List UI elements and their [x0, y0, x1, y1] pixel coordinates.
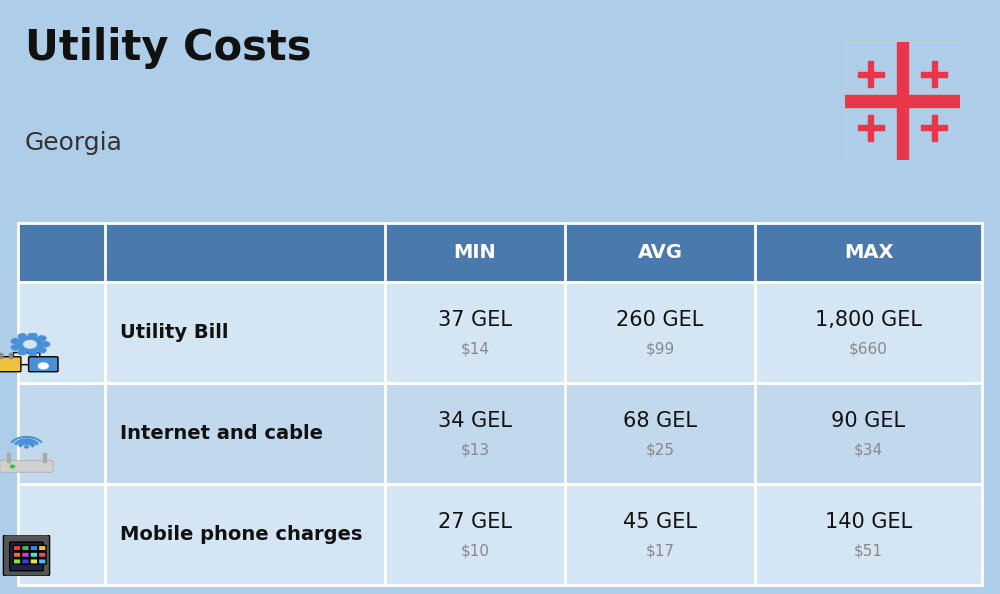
Text: AVG: AVG	[637, 243, 682, 262]
FancyBboxPatch shape	[38, 559, 46, 564]
Bar	[858, 125, 884, 131]
Circle shape	[10, 465, 15, 467]
Text: $51: $51	[854, 544, 883, 559]
Text: $13: $13	[460, 443, 490, 458]
Circle shape	[24, 340, 36, 348]
Text: $99: $99	[645, 342, 675, 357]
Text: $10: $10	[460, 544, 490, 559]
Text: MAX: MAX	[844, 243, 893, 262]
Text: MIN: MIN	[454, 243, 496, 262]
Bar	[845, 95, 960, 107]
Bar	[0, 353, 2, 358]
Bar	[921, 125, 947, 131]
FancyBboxPatch shape	[30, 545, 38, 551]
Text: Georgia: Georgia	[25, 131, 123, 154]
Text: Utility Bill: Utility Bill	[120, 323, 228, 342]
Text: Mobile phone charges: Mobile phone charges	[120, 525, 362, 544]
FancyBboxPatch shape	[18, 383, 982, 484]
Bar	[7, 453, 10, 462]
Text: 27 GEL: 27 GEL	[438, 511, 512, 532]
FancyBboxPatch shape	[18, 282, 982, 383]
FancyBboxPatch shape	[13, 545, 21, 551]
Text: 260 GEL: 260 GEL	[616, 309, 704, 330]
Bar	[921, 72, 947, 77]
Text: 37 GEL: 37 GEL	[438, 309, 512, 330]
FancyBboxPatch shape	[22, 559, 29, 564]
Circle shape	[17, 337, 43, 352]
Circle shape	[18, 350, 26, 355]
FancyBboxPatch shape	[13, 353, 40, 365]
Circle shape	[38, 336, 46, 341]
Bar	[932, 61, 937, 87]
Circle shape	[38, 363, 48, 369]
Text: $34: $34	[854, 443, 883, 458]
Text: 140 GEL: 140 GEL	[825, 511, 912, 532]
Circle shape	[28, 333, 37, 338]
FancyBboxPatch shape	[22, 545, 29, 551]
FancyBboxPatch shape	[3, 535, 50, 576]
Circle shape	[18, 334, 26, 339]
Text: Internet and cable: Internet and cable	[120, 424, 323, 443]
Text: Utility Costs: Utility Costs	[25, 27, 312, 69]
FancyBboxPatch shape	[38, 552, 46, 557]
Bar	[897, 42, 908, 160]
Bar	[43, 453, 46, 462]
FancyBboxPatch shape	[38, 545, 46, 551]
Circle shape	[11, 345, 20, 350]
Text: 45 GEL: 45 GEL	[623, 511, 697, 532]
FancyBboxPatch shape	[13, 559, 21, 564]
Bar	[9, 353, 12, 358]
FancyBboxPatch shape	[0, 461, 53, 472]
Text: 1,800 GEL: 1,800 GEL	[815, 309, 922, 330]
Bar	[868, 61, 873, 87]
FancyBboxPatch shape	[0, 357, 21, 372]
Bar	[932, 115, 937, 141]
FancyBboxPatch shape	[10, 542, 43, 571]
Bar	[868, 115, 873, 141]
Text: 90 GEL: 90 GEL	[831, 410, 906, 431]
FancyBboxPatch shape	[30, 552, 38, 557]
Text: $660: $660	[849, 342, 888, 357]
FancyBboxPatch shape	[29, 357, 58, 372]
FancyBboxPatch shape	[30, 559, 38, 564]
Circle shape	[25, 446, 28, 448]
Text: 68 GEL: 68 GEL	[623, 410, 697, 431]
Bar	[858, 72, 884, 77]
Circle shape	[28, 351, 37, 356]
FancyBboxPatch shape	[22, 552, 29, 557]
Text: $17: $17	[645, 544, 674, 559]
Circle shape	[41, 342, 50, 347]
Text: 34 GEL: 34 GEL	[438, 410, 512, 431]
FancyBboxPatch shape	[13, 552, 21, 557]
Circle shape	[20, 349, 33, 356]
Circle shape	[11, 339, 20, 344]
FancyBboxPatch shape	[18, 484, 982, 585]
FancyBboxPatch shape	[18, 223, 982, 282]
Text: $25: $25	[645, 443, 674, 458]
Circle shape	[38, 347, 46, 353]
Text: $14: $14	[460, 342, 490, 357]
